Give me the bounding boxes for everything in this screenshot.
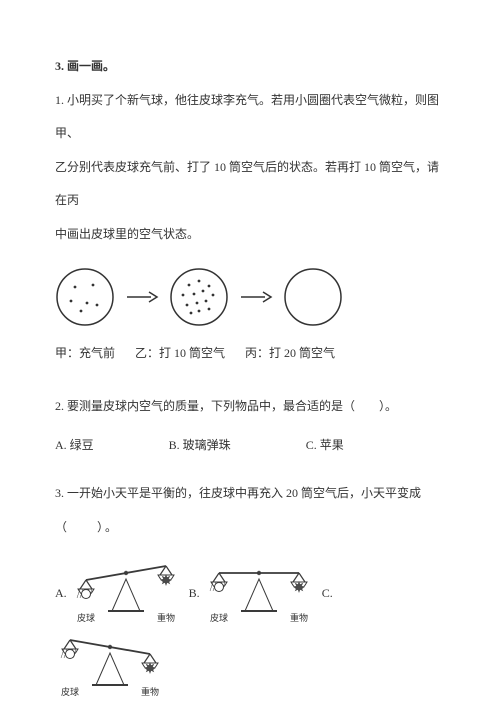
q3-line2: （ ）。 bbox=[55, 511, 445, 545]
q3-opt-b: B. bbox=[189, 577, 200, 611]
q3-opt-b-wrap: B. 皮球 重物 bbox=[189, 555, 314, 623]
q2-options: A. 绿豆 B. 玻璃弹珠 C. 苹果 bbox=[55, 429, 445, 463]
circle-c-icon bbox=[283, 267, 343, 327]
svg-text:重物: 重物 bbox=[157, 612, 175, 623]
svg-text:皮球: 皮球 bbox=[61, 686, 79, 697]
caption-c: 丙：打 20 筒空气 bbox=[245, 337, 335, 371]
svg-text:重物: 重物 bbox=[290, 612, 308, 623]
q2-opt-c: C. 苹果 bbox=[306, 429, 344, 463]
q3-opt-c-wrap: C. bbox=[322, 577, 337, 623]
circle-b-icon bbox=[169, 267, 229, 327]
arrow1-icon bbox=[125, 287, 159, 307]
q2-opt-b: B. 玻璃弹珠 bbox=[169, 429, 231, 463]
caption-b: 乙：打 10 筒空气 bbox=[135, 337, 225, 371]
balance-c-icon: 皮球 重物 bbox=[55, 629, 165, 697]
q3-opt-c: C. bbox=[322, 577, 333, 611]
balance-b-icon: 皮球 重物 bbox=[204, 555, 314, 623]
caption-a: 甲：充气前 bbox=[55, 337, 115, 371]
svg-text:皮球: 皮球 bbox=[77, 612, 95, 623]
q3-opt-a: A. bbox=[55, 577, 67, 611]
q3-opt-a-wrap: A. 皮球 重物 bbox=[55, 555, 181, 623]
svg-text:皮球: 皮球 bbox=[210, 612, 228, 623]
q1-diagram bbox=[55, 267, 445, 327]
svg-text:重物: 重物 bbox=[141, 686, 159, 697]
section-title: 3. 画一画。 bbox=[55, 50, 445, 84]
q3-line1: 3. 一开始小天平是平衡的，往皮球中再充入 20 筒空气后，小天平变成 bbox=[55, 477, 445, 511]
q1-captions: 甲：充气前 乙：打 10 筒空气 丙：打 20 筒空气 bbox=[55, 337, 445, 371]
balance-a-icon: 皮球 重物 bbox=[71, 555, 181, 623]
circle-a-icon bbox=[55, 267, 115, 327]
q2-opt-a: A. 绿豆 bbox=[55, 429, 94, 463]
q1-line3: 中画出皮球里的空气状态。 bbox=[55, 218, 445, 252]
q1-line1: 1. 小明买了个新气球，他往皮球李充气。若用小圆圈代表空气微粒，则图甲、 bbox=[55, 84, 445, 151]
q2-text: 2. 要测量皮球内空气的质量，下列物品中，最合适的是（ ）。 bbox=[55, 390, 445, 424]
q1-line2: 乙分别代表皮球充气前、打了 10 筒空气后的状态。若再打 10 筒空气，请在丙 bbox=[55, 151, 445, 218]
q3-options: A. 皮球重物 B. 皮球重物 C. 皮球重物 bbox=[55, 555, 445, 697]
arrow2-icon bbox=[239, 287, 273, 307]
